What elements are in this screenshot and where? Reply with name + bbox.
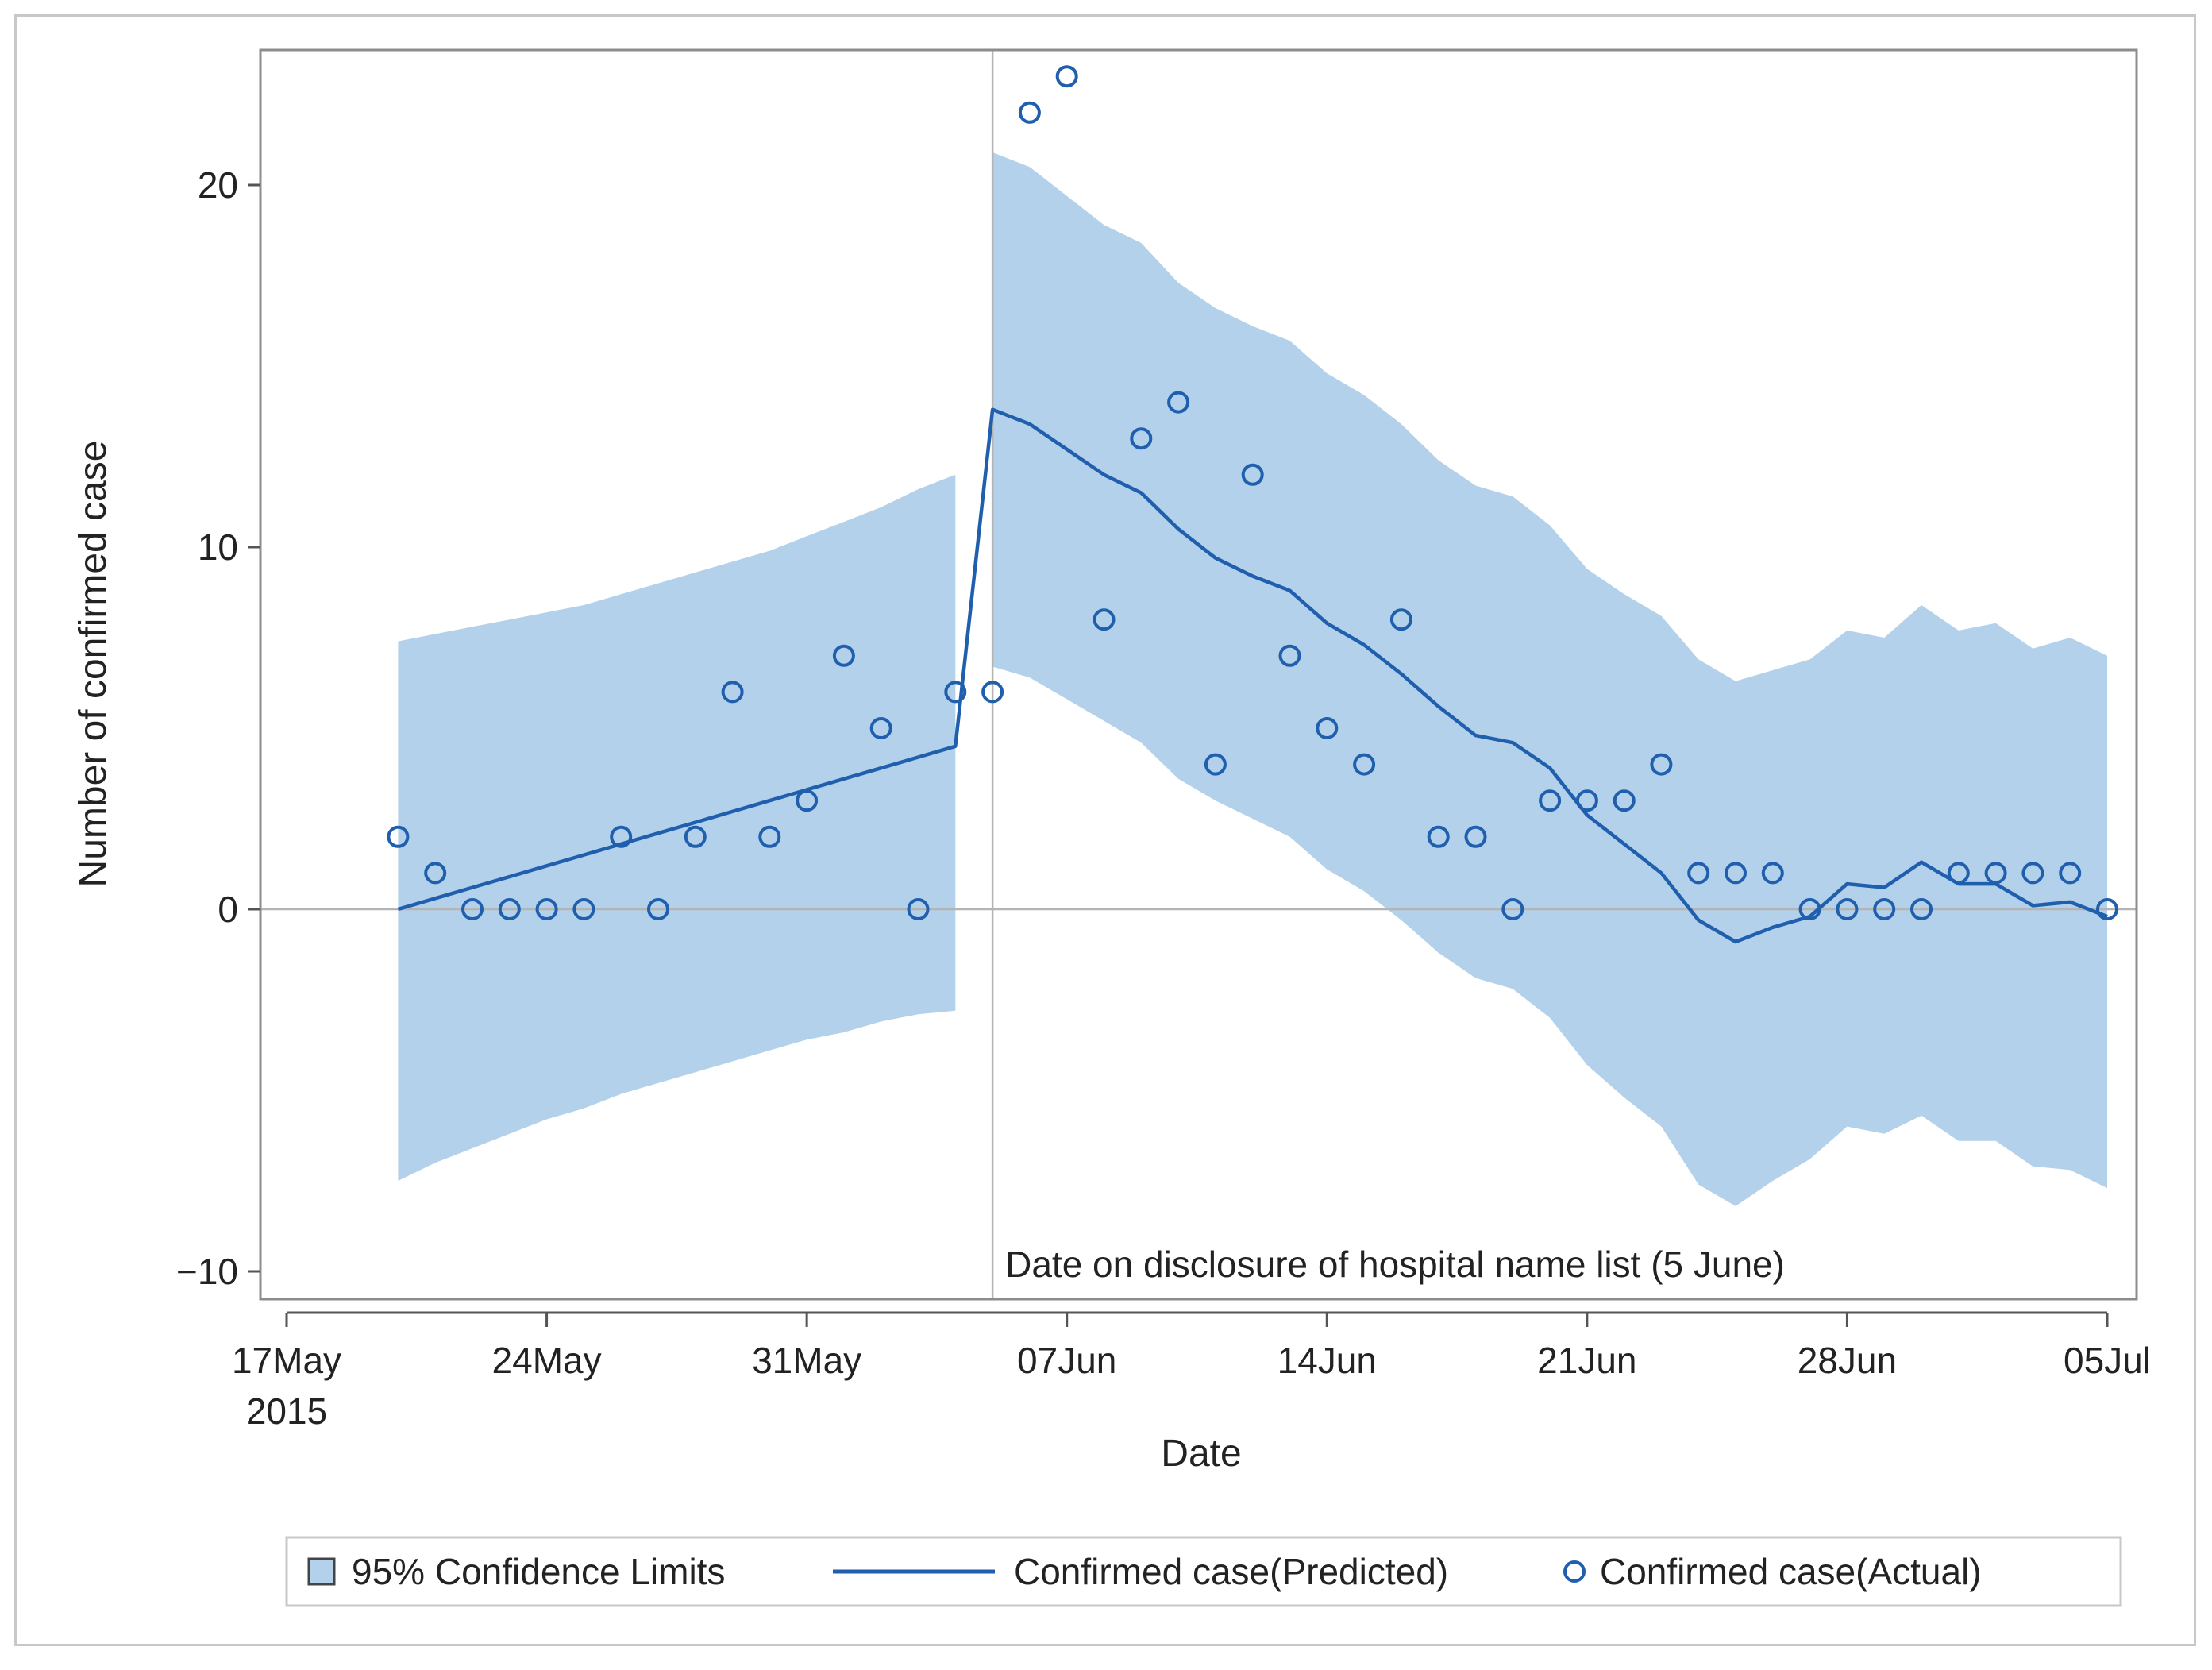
actual-point	[1798, 898, 1821, 920]
actual-point	[1018, 101, 1041, 124]
actual-point	[1575, 789, 1598, 812]
legend-box	[285, 1536, 2122, 1607]
disclosure-annotation: Date on disclosure of hospital name list…	[1005, 1244, 1785, 1285]
actual-point	[647, 898, 669, 920]
actual-point	[498, 898, 521, 920]
actual-point	[944, 681, 967, 704]
actual-point	[610, 825, 633, 848]
legend-band-swatch	[307, 1557, 336, 1586]
actual-point	[981, 681, 1004, 704]
x-tick-label: 14Jun	[1277, 1340, 1377, 1381]
chart-frame: Date on disclosure of hospital name list…	[14, 14, 2196, 1646]
actual-point	[2096, 898, 2118, 920]
actual-point	[1389, 608, 1412, 631]
actual-point	[1539, 789, 1562, 812]
y-tick-label: 10	[198, 526, 238, 568]
x-axis-title: Date	[1161, 1433, 1241, 1475]
legend-line-label: Confirmed case(Predicted)	[1014, 1551, 1448, 1592]
actual-point	[684, 825, 707, 848]
actual-point	[1130, 427, 1153, 450]
actual-point	[1241, 463, 1264, 486]
actual-point	[572, 898, 595, 920]
actual-point	[1278, 644, 1301, 667]
x-tick-sublabel: 2015	[246, 1390, 327, 1432]
actual-point	[1316, 717, 1339, 739]
actual-point	[1725, 862, 1747, 885]
legend: 95% Confidence Limits Confirmed case(Pre…	[285, 1536, 2122, 1607]
actual-point	[758, 825, 781, 848]
actual-point	[1984, 862, 2007, 885]
x-tick-label: 31May	[752, 1340, 861, 1381]
confidence-band-post	[992, 152, 2107, 1206]
actual-point	[1464, 825, 1487, 848]
actual-point	[1836, 898, 1859, 920]
x-tick-label: 24May	[492, 1340, 602, 1381]
actual-point	[1910, 898, 1933, 920]
y-tick-label: −10	[176, 1251, 238, 1292]
actual-point	[1761, 862, 1784, 885]
x-tick-label: 28Jun	[1798, 1340, 1897, 1381]
x-tick-label: 21Jun	[1537, 1340, 1636, 1381]
y-axis-title: Number of confirmed case	[72, 441, 114, 888]
x-tick-label: 05Jul	[2064, 1340, 2151, 1381]
actual-point	[1501, 898, 1524, 920]
actual-point	[1353, 753, 1376, 776]
actual-point	[1650, 753, 1673, 776]
legend-band-label: 95% Confidence Limits	[352, 1551, 725, 1592]
legend-marker-swatch	[1563, 1560, 1586, 1583]
actual-point	[832, 644, 855, 667]
actual-point	[1204, 753, 1227, 776]
actual-point	[1613, 789, 1636, 812]
legend-marker-label: Confirmed case(Actual)	[1600, 1551, 1982, 1592]
x-tick-label: 17May	[232, 1340, 341, 1381]
x-tick-label: 07Jun	[1017, 1340, 1116, 1381]
plot-area: Date on disclosure of hospital name list…	[176, 48, 2151, 1432]
actual-point	[796, 789, 819, 812]
actual-point	[907, 898, 930, 920]
actual-point	[1427, 825, 1450, 848]
plot-border	[259, 48, 2138, 1301]
actual-point	[1167, 391, 1190, 414]
actual-point	[2021, 862, 2044, 885]
actual-point	[721, 681, 744, 704]
actual-point	[2059, 862, 2082, 885]
actual-point	[869, 717, 892, 739]
y-tick-label: 20	[198, 164, 238, 206]
predicted-line	[397, 407, 2108, 944]
chart: Date on disclosure of hospital name list…	[72, 48, 2151, 1607]
actual-point	[461, 898, 484, 920]
actual-point	[1093, 608, 1116, 631]
actual-point	[387, 825, 410, 848]
actual-point	[1687, 862, 1710, 885]
actual-point	[1055, 65, 1078, 88]
actual-point	[1873, 898, 1896, 920]
actual-point	[424, 862, 447, 885]
actual-point	[535, 898, 558, 920]
y-tick-label: 0	[218, 889, 238, 930]
actual-point	[1947, 862, 1970, 885]
